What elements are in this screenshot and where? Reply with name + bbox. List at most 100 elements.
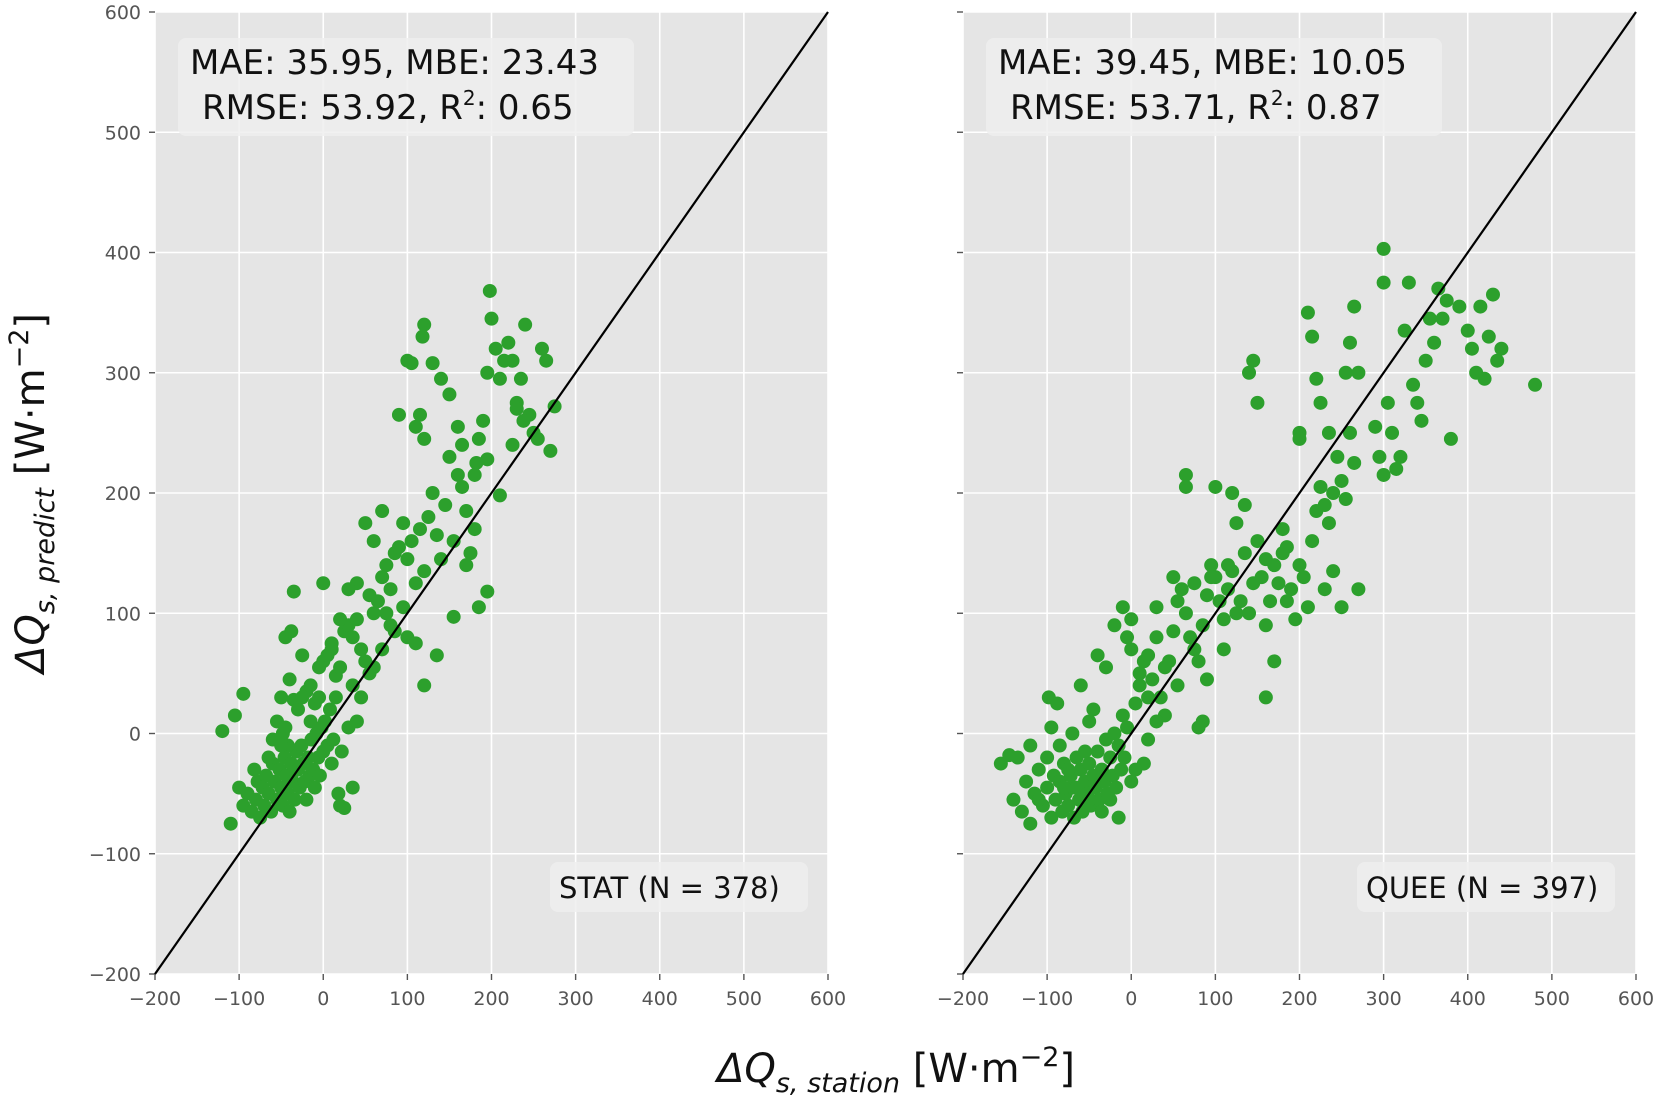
data-point bbox=[1050, 696, 1065, 711]
stats-line-2-sup: 2 bbox=[1271, 86, 1284, 110]
y-axis-title-end: ] bbox=[8, 313, 54, 329]
data-point bbox=[450, 419, 465, 434]
data-point bbox=[1229, 516, 1244, 531]
data-point bbox=[1326, 564, 1341, 579]
data-point bbox=[1427, 335, 1442, 350]
data-point bbox=[1385, 425, 1400, 440]
data-point bbox=[1094, 762, 1109, 777]
data-point bbox=[358, 516, 373, 531]
data-point bbox=[1111, 738, 1126, 753]
data-point bbox=[294, 738, 309, 753]
x-tick-label: −200 bbox=[129, 988, 181, 1010]
data-points bbox=[215, 283, 562, 831]
x-axis-title-sub: s, station bbox=[776, 1068, 900, 1097]
y-axis-title-sub: s, predict bbox=[30, 487, 61, 615]
data-point bbox=[547, 399, 562, 414]
data-point bbox=[480, 365, 495, 380]
data-point bbox=[1141, 690, 1156, 705]
data-point bbox=[1216, 612, 1231, 627]
stats-box: MAE: 35.95, MBE: 23.43 RMSE: 53.92, R2: … bbox=[178, 38, 634, 136]
x-tick-label: 0 bbox=[1125, 988, 1137, 1010]
x-tick-label: 200 bbox=[1281, 988, 1317, 1010]
data-point bbox=[1275, 522, 1290, 537]
data-point bbox=[354, 690, 369, 705]
data-point bbox=[1309, 371, 1324, 386]
data-point bbox=[1237, 498, 1252, 513]
data-point bbox=[264, 804, 279, 819]
x-tick-label: 400 bbox=[642, 988, 678, 1010]
stats-line-2-suffix: : 0.87 bbox=[1284, 88, 1382, 128]
data-point bbox=[1258, 690, 1273, 705]
data-point bbox=[1452, 299, 1467, 314]
y-axis-title-prefix: ΔQ bbox=[8, 614, 54, 676]
one-to-one-line bbox=[154, 11, 829, 975]
data-point bbox=[1023, 816, 1038, 831]
data-point bbox=[247, 762, 262, 777]
data-point bbox=[1528, 377, 1543, 392]
data-point bbox=[471, 600, 486, 615]
data-point bbox=[400, 353, 415, 368]
data-point bbox=[1149, 630, 1164, 645]
data-point bbox=[1065, 726, 1080, 741]
x-tick-label: 600 bbox=[1618, 988, 1654, 1010]
data-point bbox=[1490, 353, 1505, 368]
data-point bbox=[1351, 582, 1366, 597]
data-point bbox=[1077, 744, 1092, 759]
data-point bbox=[312, 768, 327, 783]
data-point bbox=[391, 407, 406, 422]
data-point bbox=[1220, 582, 1235, 597]
data-point bbox=[253, 810, 268, 825]
data-point bbox=[480, 584, 495, 599]
data-point bbox=[316, 576, 331, 591]
data-point bbox=[1166, 624, 1181, 639]
data-point bbox=[331, 786, 346, 801]
data-point bbox=[334, 744, 349, 759]
data-point bbox=[1305, 534, 1320, 549]
data-point bbox=[450, 467, 465, 482]
data-point bbox=[1313, 395, 1328, 410]
stats-line-2: RMSE: 53.92, R2: 0.65 bbox=[202, 86, 574, 128]
data-points bbox=[993, 241, 1543, 831]
data-point bbox=[1178, 467, 1193, 482]
data-point bbox=[1023, 738, 1038, 753]
data-point bbox=[1216, 642, 1231, 657]
data-point bbox=[1006, 792, 1021, 807]
data-point bbox=[1208, 479, 1223, 494]
data-point bbox=[1145, 672, 1160, 687]
data-point bbox=[434, 371, 449, 386]
data-point bbox=[307, 780, 322, 795]
data-point bbox=[1040, 750, 1055, 765]
data-point bbox=[1094, 804, 1109, 819]
y-axis-title: ΔQs, predict [W·m−2] bbox=[4, 313, 61, 676]
data-point bbox=[1326, 486, 1341, 500]
data-point bbox=[476, 413, 491, 428]
data-point bbox=[1376, 467, 1391, 482]
data-point bbox=[366, 606, 381, 621]
data-point bbox=[1183, 630, 1198, 645]
data-point bbox=[1250, 395, 1265, 410]
x-axis-title: ΔQs, station [W·m−2] bbox=[714, 1042, 1075, 1097]
data-point bbox=[383, 582, 398, 597]
y-tick-label: 500 bbox=[105, 122, 141, 144]
data-point bbox=[505, 353, 520, 368]
data-point bbox=[345, 780, 360, 795]
data-point bbox=[1401, 275, 1416, 290]
data-point bbox=[1170, 594, 1185, 609]
data-point bbox=[1103, 792, 1118, 807]
stats-line-2-suffix: : 0.65 bbox=[476, 88, 574, 128]
data-point bbox=[1464, 341, 1479, 356]
data-point bbox=[1317, 498, 1332, 513]
data-point bbox=[278, 720, 293, 735]
data-point bbox=[1431, 281, 1446, 296]
data-point bbox=[1019, 774, 1034, 789]
data-point bbox=[1422, 311, 1437, 326]
data-point bbox=[1120, 720, 1135, 735]
data-point bbox=[1107, 726, 1122, 741]
data-point bbox=[366, 534, 381, 549]
data-point bbox=[324, 642, 339, 657]
tick-marks bbox=[149, 11, 829, 980]
data-point bbox=[396, 600, 411, 615]
data-point bbox=[370, 594, 385, 609]
x-tick-label: 500 bbox=[1534, 988, 1570, 1010]
data-point bbox=[1233, 594, 1248, 609]
